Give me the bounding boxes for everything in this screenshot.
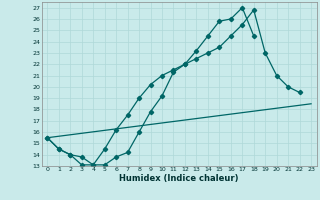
- X-axis label: Humidex (Indice chaleur): Humidex (Indice chaleur): [119, 174, 239, 183]
